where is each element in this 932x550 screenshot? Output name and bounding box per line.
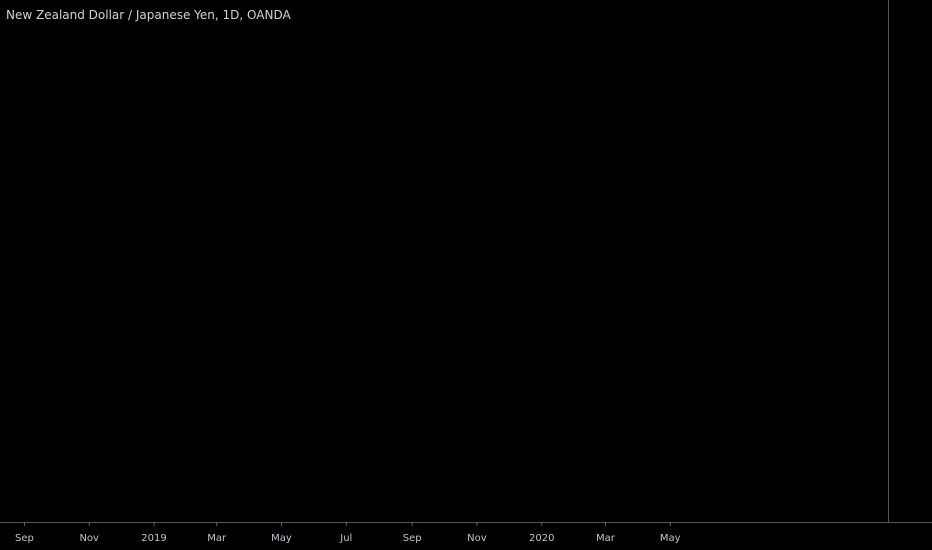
x-tick-label: Jul	[339, 533, 352, 544]
chart-title: New Zealand Dollar / Japanese Yen, 1D, O…	[6, 8, 291, 22]
x-tick-label: Nov	[79, 533, 99, 544]
x-tick-label: Nov	[467, 533, 487, 544]
price-axis[interactable]: 66.00068.00070.00072.00074.00076.00078.0…	[888, 0, 931, 522]
x-tick-label: Sep	[403, 533, 422, 544]
x-tick-label: Mar	[596, 533, 616, 544]
x-tick-label: May	[271, 533, 292, 544]
x-tick-label: May	[660, 533, 681, 544]
x-tick-label: 2020	[529, 533, 554, 544]
x-tick-label: 2019	[141, 533, 166, 544]
time-axis[interactable]: Sep Nov 2019 Mar May Jul Sep Nov 2020 Mar May	[0, 522, 932, 544]
x-tick-label: Mar	[207, 533, 227, 544]
x-tick-label: Sep	[15, 533, 34, 544]
